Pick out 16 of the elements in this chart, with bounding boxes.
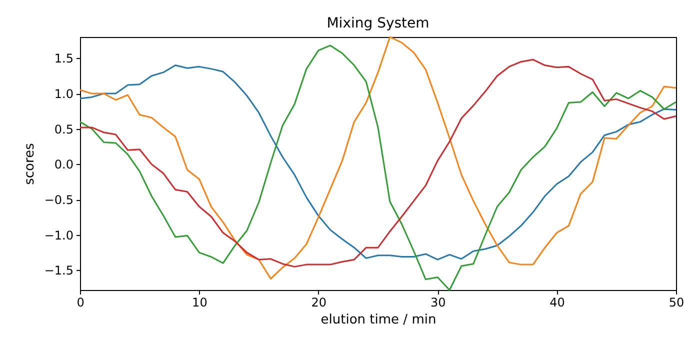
y-axis-title: scores bbox=[22, 142, 38, 185]
y-tick-label: 1.0 bbox=[54, 87, 74, 102]
y-tick-label: −1.5 bbox=[44, 264, 74, 278]
x-tick-label: 10 bbox=[192, 296, 208, 310]
chart-title: Mixing System bbox=[326, 15, 430, 32]
x-tick-label: 50 bbox=[668, 296, 684, 310]
y-tick-label: −0.5 bbox=[44, 193, 74, 208]
x-tick-label: 40 bbox=[550, 296, 565, 310]
y-tick-label: −1.0 bbox=[44, 228, 74, 242]
y-tick-label: 1.5 bbox=[54, 52, 74, 66]
x-tick-label: 20 bbox=[311, 296, 327, 310]
y-tick-label: 0.0 bbox=[54, 158, 74, 172]
y-tick-label: 0.5 bbox=[54, 122, 74, 136]
x-axis-title: elution time / min bbox=[320, 312, 436, 328]
x-tick-label: 30 bbox=[430, 296, 446, 310]
x-tick-label: 0 bbox=[76, 296, 84, 310]
